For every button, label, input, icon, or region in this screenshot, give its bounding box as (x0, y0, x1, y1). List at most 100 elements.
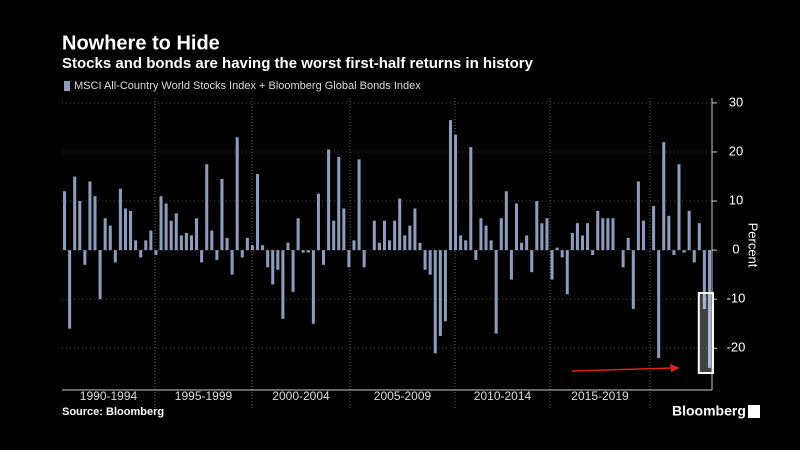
bar (139, 250, 143, 258)
bar (464, 240, 468, 251)
bar (63, 191, 67, 251)
bar (327, 149, 331, 251)
chart-subtitle: Stocks and bonds are having the worst fi… (62, 55, 534, 72)
bar (550, 250, 554, 280)
bar (555, 247, 559, 251)
bar (520, 242, 524, 251)
bar (332, 220, 336, 251)
y-tick-label: 10 (729, 192, 743, 207)
bar (398, 198, 402, 251)
bar (580, 235, 585, 251)
bar (144, 240, 148, 251)
bar (677, 164, 681, 251)
bar (382, 220, 386, 251)
y-tick-label: 20 (729, 143, 743, 158)
bar (459, 235, 463, 251)
bar (494, 250, 498, 334)
bar (184, 232, 188, 251)
bar (408, 225, 412, 251)
bar (372, 220, 376, 251)
bar (286, 242, 290, 251)
bar (113, 250, 117, 263)
arrow-line (571, 367, 673, 372)
bar (195, 218, 199, 251)
bar (596, 210, 600, 251)
bar (530, 250, 534, 273)
bar (347, 250, 351, 268)
bar (591, 250, 595, 256)
bar (255, 174, 260, 251)
legend-label: MSCI All-Country World Stocks Index + Bl… (74, 80, 421, 92)
bar (682, 250, 686, 253)
bar (301, 250, 305, 253)
bar (626, 237, 630, 251)
bar (454, 134, 458, 251)
bar (271, 250, 275, 285)
bar (134, 240, 138, 251)
bar (266, 250, 270, 268)
bar (357, 159, 361, 251)
bar (230, 250, 234, 275)
bar (316, 193, 320, 251)
x-group-label: 1990-1994 (80, 389, 138, 403)
x-group-label: 1995-1999 (175, 389, 233, 403)
bar (108, 225, 112, 251)
bar (535, 201, 539, 251)
bar (474, 250, 478, 260)
bar (174, 213, 178, 251)
bar (98, 250, 102, 300)
bar (337, 156, 341, 251)
bar (225, 237, 229, 251)
brand: Bloomberg (672, 403, 746, 419)
bar (281, 250, 285, 319)
bar (575, 223, 579, 251)
bar (423, 250, 427, 270)
bar (606, 218, 610, 251)
arrow-head (670, 364, 680, 372)
bar (311, 250, 315, 324)
bar (479, 218, 483, 251)
bar (169, 220, 173, 251)
bar (88, 181, 92, 251)
bar (641, 220, 645, 251)
bar (103, 218, 107, 251)
y-tick-label: -10 (727, 291, 746, 306)
bar (403, 235, 407, 251)
bar (93, 196, 97, 251)
bar (261, 245, 265, 251)
bar (448, 120, 452, 251)
bar (377, 242, 381, 251)
bar (611, 218, 615, 251)
bar (220, 178, 224, 251)
bar (413, 208, 417, 251)
bar (509, 250, 513, 280)
bar (164, 203, 168, 251)
bar (560, 250, 564, 258)
x-group-label: 2015-2019 (571, 389, 629, 403)
chart-title: Nowhere to Hide (62, 32, 220, 54)
highlight-box (697, 292, 714, 374)
bar (433, 250, 437, 354)
bar (306, 250, 310, 253)
bar (657, 250, 661, 359)
bar (586, 223, 590, 251)
bar (702, 250, 706, 310)
bar (129, 210, 133, 251)
y-tick-label: 30 (729, 94, 743, 109)
y-tick-label: 0 (732, 242, 739, 257)
bar (621, 250, 625, 268)
bar (179, 235, 183, 251)
brand-icon (748, 405, 760, 418)
bar (636, 181, 640, 251)
bar (205, 164, 209, 251)
bar (159, 196, 163, 251)
bar (276, 250, 280, 270)
bar (200, 250, 204, 263)
x-group-label: 2000-2004 (272, 389, 330, 403)
x-group-label: 2010-2014 (474, 389, 532, 403)
bar (362, 250, 366, 268)
bar (469, 147, 473, 251)
bar (291, 250, 295, 292)
bar (123, 208, 127, 251)
